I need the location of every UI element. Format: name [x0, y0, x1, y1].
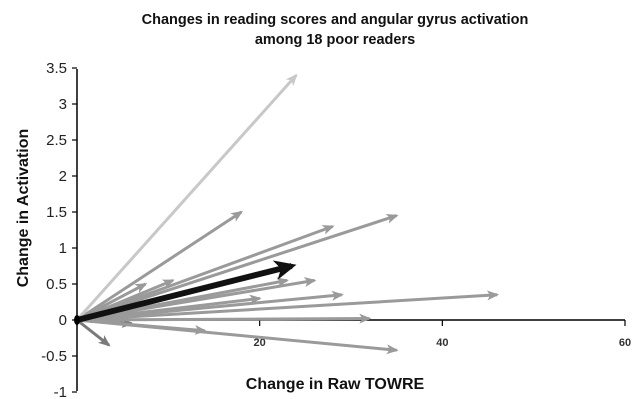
- y-tick-label: 1.5: [46, 204, 67, 221]
- y-tick-label: 3: [59, 96, 67, 113]
- reader-change-arrow: [76, 213, 399, 322]
- y-tick-label: 2.5: [46, 132, 67, 149]
- y-tick-label: 3.5: [46, 60, 67, 77]
- x-axis-label: Change in Raw TOWRE: [246, 376, 425, 393]
- x-tick-label: 20: [254, 337, 266, 349]
- x-tick-label: 60: [619, 337, 631, 349]
- chart-title-line1: Changes in reading scores and angular gy…: [142, 12, 529, 28]
- group-mean-arrow: [76, 260, 297, 323]
- y-axis-ticks: -1 -0.5 0 0.5 1 1.5 2 2.5 3 3.5: [41, 60, 77, 399]
- x-axis-ticks: 20 40 60: [76, 320, 631, 349]
- y-tick-label: 0.5: [46, 276, 67, 293]
- reader-change-arrow: [76, 313, 372, 324]
- reader-change-arrow: [76, 224, 335, 322]
- origin-marker: [74, 315, 80, 325]
- y-tick-label: 2: [59, 168, 67, 185]
- reader-change-arrow: [76, 318, 207, 335]
- y-tick-label: -0.5: [41, 348, 67, 365]
- reader-change-arrow: [76, 318, 111, 347]
- y-tick-label: 0: [59, 312, 67, 329]
- x-tick-label: 40: [436, 337, 448, 349]
- reader-change-arrow: [76, 210, 244, 322]
- vector-arrows: [75, 73, 500, 355]
- reader-change-arrow: [76, 290, 500, 322]
- reader-change-arrow: [75, 73, 298, 322]
- reader-change-arrow: [76, 290, 344, 322]
- y-tick-label: -1: [54, 384, 67, 399]
- chart-title-line2: among 18 poor readers: [255, 32, 415, 48]
- y-axis-label: Change in Activation: [15, 129, 32, 288]
- y-tick-label: 1: [59, 240, 67, 257]
